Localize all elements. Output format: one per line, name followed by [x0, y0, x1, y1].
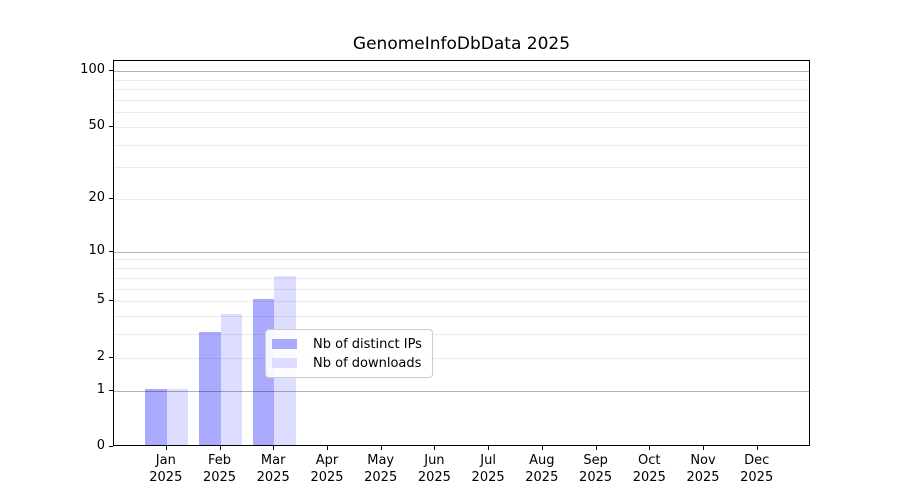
x-axis-month: Aug: [529, 453, 555, 468]
gridline-major: [114, 390, 809, 392]
x-axis-tick-label: Mar 2025: [243, 452, 303, 486]
x-axis-tick-label: Jul 2025: [458, 452, 518, 486]
gridline-minor: [114, 144, 809, 146]
gridline-minor: [114, 268, 809, 269]
x-axis-tick-label: Nov 2025: [673, 452, 733, 486]
x-axis-tick-label: Apr 2025: [297, 452, 357, 486]
x-axis-year: 2025: [686, 470, 720, 485]
legend: Nb of distinct IPs Nb of downloads: [265, 329, 433, 378]
gridline-minor: [114, 167, 809, 169]
legend-label: Nb of distinct IPs: [313, 336, 422, 352]
x-axis-tick: [488, 446, 490, 450]
gridline-minor: [114, 259, 809, 261]
x-axis-tick-label: Jan 2025: [136, 452, 196, 486]
y-axis-tick: [109, 446, 113, 447]
bar-downloads-jan: [166, 388, 189, 445]
y-axis-tick-label: 2: [96, 348, 105, 364]
gridline-minor: [114, 99, 809, 101]
x-axis-month: Sep: [583, 453, 608, 468]
y-axis-tick-label: 10: [88, 242, 105, 258]
gridline-minor: [114, 334, 809, 336]
x-axis-tick-label: Jun 2025: [404, 452, 464, 486]
plot-area: [113, 60, 810, 446]
x-axis-tick: [756, 446, 758, 450]
bar-distinct-ips-feb: [198, 332, 221, 445]
x-axis-month: Jan: [155, 453, 176, 468]
gridline-minor: [114, 277, 809, 279]
y-axis-tick-label: 5: [96, 292, 105, 307]
x-axis-month: Dec: [744, 453, 770, 468]
x-axis-year: 2025: [417, 470, 451, 485]
bar-downloads-feb: [220, 313, 243, 445]
x-axis-tick: [273, 446, 275, 450]
x-axis-tick-label: Sep 2025: [566, 452, 626, 486]
y-axis-tick-label: 50: [88, 117, 105, 133]
x-axis-tick-label: Dec 2025: [727, 452, 787, 486]
y-axis-tick-label: 20: [88, 190, 105, 205]
legend-swatch: [272, 339, 297, 349]
x-axis-tick: [703, 446, 704, 450]
x-axis-month: Feb: [207, 453, 232, 468]
x-axis-tick: [595, 446, 597, 450]
gridline-minor: [114, 89, 809, 90]
x-axis-year: 2025: [579, 470, 613, 485]
y-axis-tick-label: 0: [96, 438, 105, 453]
x-axis-year: 2025: [310, 470, 344, 485]
x-axis-year: 2025: [525, 470, 559, 485]
y-axis-tick: [109, 389, 113, 391]
x-axis-tick-label: Aug 2025: [512, 452, 572, 486]
x-axis-month: Mar: [260, 453, 286, 468]
x-axis-tick-label: Feb 2025: [190, 452, 250, 486]
y-axis-tick-label: 1: [96, 381, 105, 397]
x-axis-tick: [541, 446, 543, 450]
x-axis-year: 2025: [632, 470, 666, 485]
x-axis-month: Jul: [480, 453, 496, 468]
gridline-minor: [114, 357, 809, 359]
x-axis-tick-label: Oct 2025: [619, 452, 679, 486]
gridline-minor: [114, 315, 809, 317]
x-axis-year: 2025: [364, 470, 398, 485]
chart-title: GenomeInfoDbData 2025: [352, 34, 571, 54]
x-axis-tick-label: May 2025: [351, 452, 411, 486]
x-axis-tick: [649, 446, 651, 450]
x-axis-year: 2025: [740, 470, 774, 485]
y-axis-tick: [109, 250, 113, 252]
gridline-minor: [114, 112, 809, 114]
x-axis-year: 2025: [202, 470, 237, 485]
x-axis-tick: [434, 446, 436, 450]
legend-entry: Nb of distinct IPs: [272, 335, 424, 353]
x-axis-month: Oct: [638, 453, 661, 468]
legend-entry: Nb of downloads: [272, 354, 424, 372]
x-axis-year: 2025: [256, 470, 290, 485]
x-axis-tick: [327, 446, 328, 450]
gridline-minor: [114, 79, 809, 81]
x-axis-tick: [219, 446, 221, 450]
gridline-major: [114, 71, 809, 72]
x-axis-tick: [165, 446, 167, 450]
gridline-major: [114, 251, 809, 253]
x-axis-year: 2025: [149, 470, 183, 485]
x-axis-tick: [380, 446, 382, 450]
x-axis-month: Apr: [315, 453, 339, 468]
x-axis-year: 2025: [471, 470, 505, 485]
gridline-minor: [114, 301, 809, 302]
x-axis-month: Jun: [424, 453, 445, 468]
gridline-minor: [114, 199, 809, 200]
y-axis-tick: [109, 198, 113, 199]
y-axis-tick: [109, 70, 113, 71]
y-axis-tick: [109, 125, 113, 127]
y-axis-tick: [109, 356, 113, 358]
legend-label: Nb of downloads: [313, 355, 422, 371]
x-axis-month: May: [367, 453, 395, 468]
gridline-minor: [114, 288, 809, 290]
legend-swatch: [272, 358, 297, 368]
y-axis-tick-label: 100: [80, 62, 105, 77]
y-axis-tick: [109, 300, 113, 301]
bar-distinct-ips-jan: [145, 388, 167, 445]
gridline-minor: [114, 126, 809, 128]
x-axis-month: Nov: [690, 453, 716, 468]
